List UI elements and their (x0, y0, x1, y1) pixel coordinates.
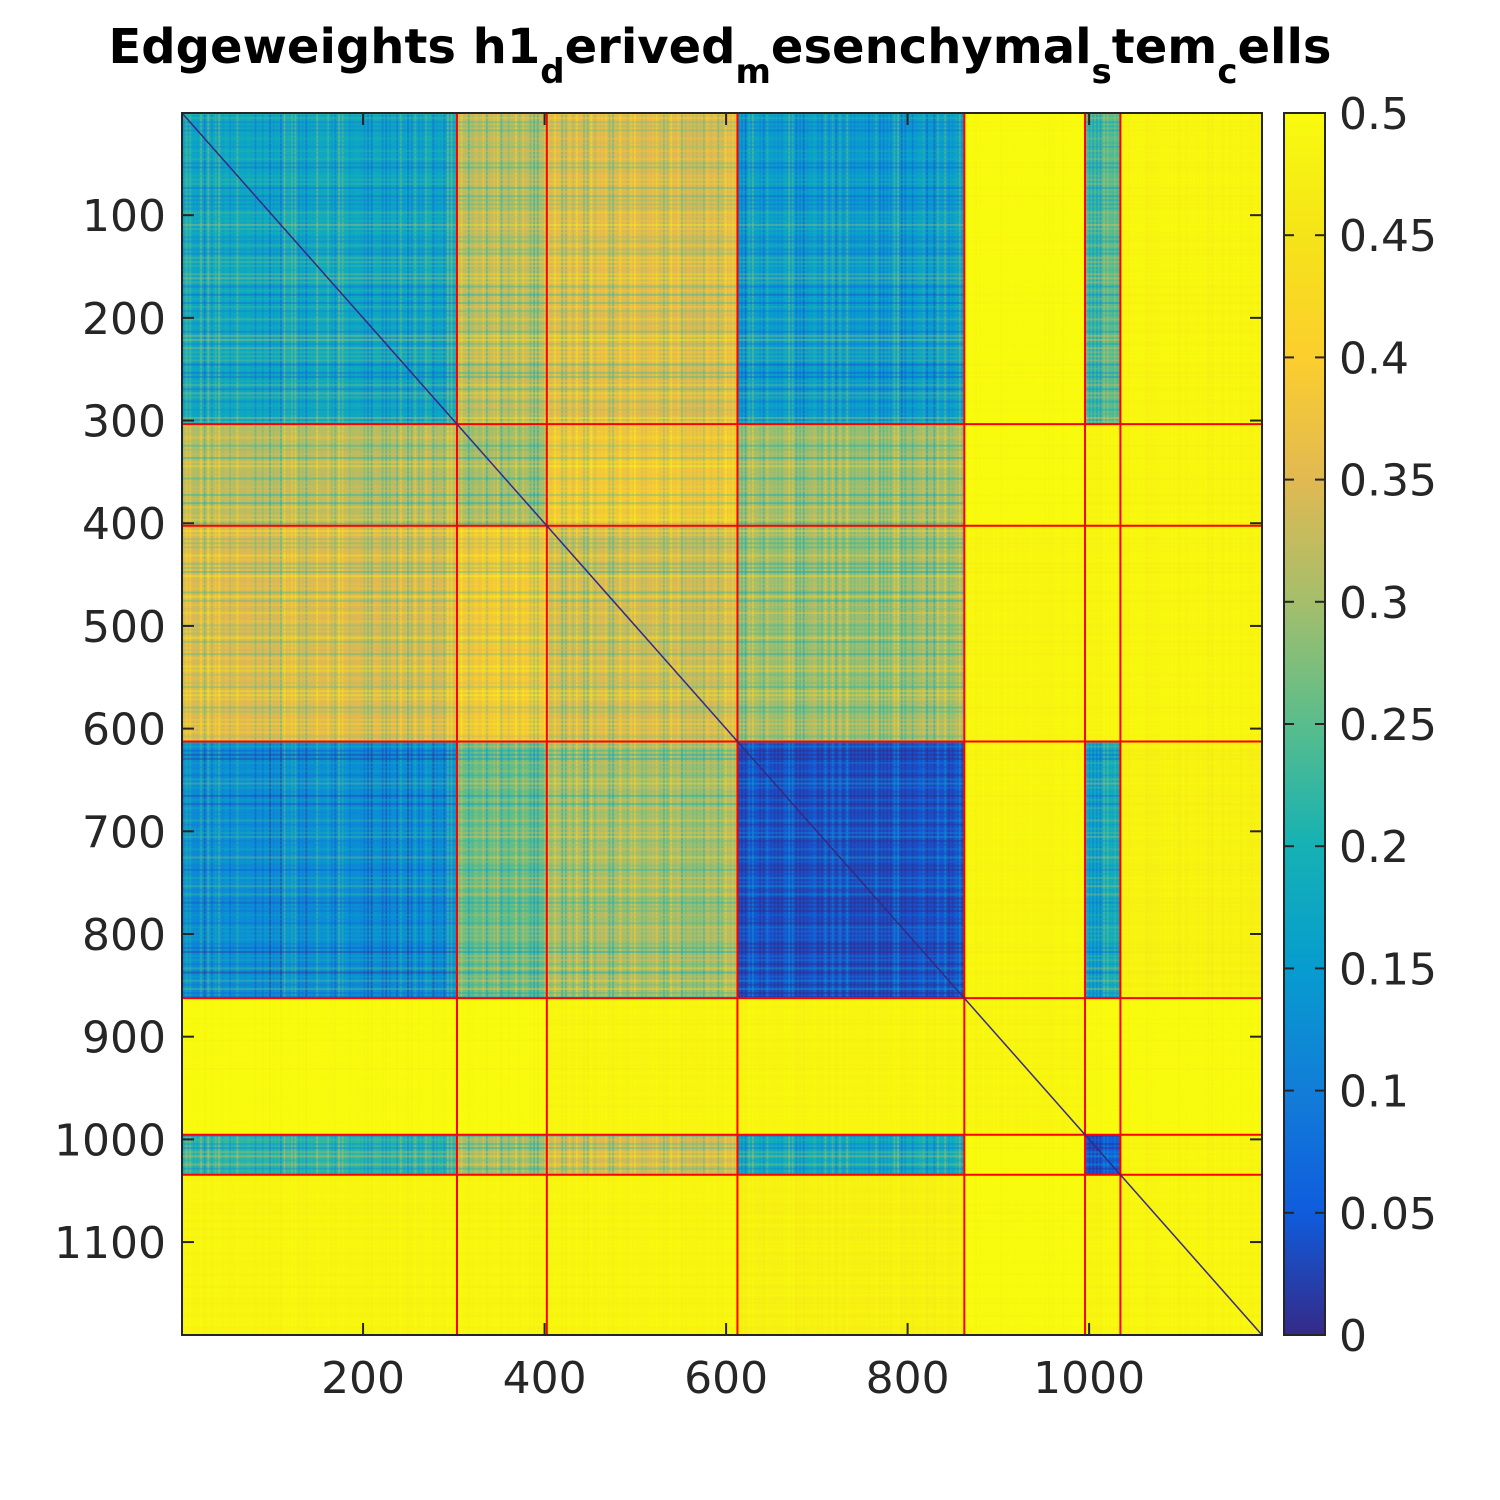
x-tick-label: 800 (866, 1353, 950, 1404)
heatmap-block (964, 525, 1086, 742)
heatmap-block (456, 1174, 547, 1335)
heatmap-block (546, 998, 738, 1135)
heatmap-block (456, 741, 547, 999)
heatmap-block (737, 525, 965, 742)
title-text: erived (564, 19, 736, 75)
heatmap-block (1085, 525, 1121, 742)
heatmap-block (546, 1174, 738, 1335)
x-tick-label: 600 (684, 1353, 768, 1404)
heatmap-block (182, 424, 457, 526)
title-text: esenchymal (770, 19, 1092, 75)
heatmap-block (546, 1134, 738, 1175)
y-tick-label: 500 (82, 602, 166, 653)
title-text: ells (1237, 19, 1332, 75)
y-tick-label: 1000 (54, 1115, 166, 1166)
heatmap-block (964, 424, 1086, 526)
x-axis: 200 400 600 800 1000 (321, 113, 1145, 1404)
y-tick-label: 900 (82, 1013, 166, 1064)
title-text: tem (1111, 19, 1218, 75)
x-tick-label: 1000 (1033, 1353, 1145, 1404)
colorbar-tick-label: 0.15 (1339, 944, 1437, 995)
heatmap-matrix (182, 113, 1262, 1335)
heatmap-block (1085, 741, 1121, 999)
heatmap-block (456, 998, 547, 1135)
matrix-diagonal (181, 112, 1263, 1336)
colorbar-tick-label: 0 (1339, 1311, 1367, 1362)
y-tick-label: 800 (82, 910, 166, 961)
title-subscript: m (735, 52, 771, 92)
heatmap-block (546, 424, 738, 526)
heatmap-block (1120, 1134, 1262, 1175)
heatmap-block (456, 424, 547, 526)
heatmap-block (1085, 998, 1121, 1135)
y-tick-label: 600 (82, 705, 166, 756)
heatmap-block (1085, 1174, 1121, 1335)
heatmap-block (737, 113, 965, 425)
heatmap-block (182, 1174, 457, 1335)
heatmap-block (546, 741, 738, 999)
heatmap-block (1120, 998, 1262, 1135)
y-tick-label: 300 (82, 397, 166, 448)
heatmap-block (182, 741, 457, 999)
heatmap-block (1120, 424, 1262, 526)
heatmap-block (737, 998, 965, 1135)
y-tick-label: 200 (82, 294, 166, 345)
heatmap-block (1085, 424, 1121, 526)
colorbar-tick-label: 0.45 (1339, 211, 1437, 262)
x-tick-label: 400 (503, 1353, 587, 1404)
colorbar-tick-label: 0.35 (1339, 456, 1437, 507)
colorbar-tick-label: 0.2 (1339, 822, 1409, 873)
heatmap-block (737, 1134, 965, 1175)
heatmap-block (1120, 525, 1262, 742)
x-tick-label: 200 (321, 1353, 405, 1404)
colorbar-tick-label: 0.25 (1339, 700, 1437, 751)
heatmap-block (737, 1174, 965, 1335)
heatmap-block (964, 1174, 1086, 1335)
heatmap-block (1085, 113, 1121, 425)
heatmap-block (546, 113, 738, 425)
y-tick-label: 700 (82, 807, 166, 858)
cluster-boundaries (182, 113, 1262, 1335)
heatmap-block (964, 741, 1086, 999)
title-subscript: s (1091, 52, 1112, 92)
heatmap-block (456, 525, 547, 742)
heatmap-block (737, 424, 965, 526)
heatmap-block (182, 525, 457, 742)
heatmap-block (1120, 113, 1262, 425)
colorbar-tick-label: 0.5 (1339, 89, 1409, 140)
colorbar-tick-label: 0.4 (1339, 333, 1409, 384)
title-subscript: d (540, 52, 565, 92)
title-text: Edgeweights h1 (108, 19, 541, 75)
colorbar-tick-label: 0.3 (1339, 578, 1409, 629)
colorbar-axis: 0 0.05 0.1 0.15 0.2 0.25 0.3 0.35 0.4 0.45 0.5 (1284, 89, 1437, 1362)
heatmap-block (456, 1134, 547, 1175)
chart-title: Edgeweights h1derivedmesenchymalstemcell… (0, 14, 1440, 89)
colorbar-tick-label: 0.1 (1339, 1067, 1409, 1118)
diagonal-line (181, 112, 1263, 1336)
y-axis: 100 200 300 400 500 600 700 800 900 1000 1100 (54, 191, 1262, 1269)
y-tick-label: 1100 (54, 1218, 166, 1269)
heatmap-block (456, 113, 547, 425)
y-tick-label: 100 (82, 191, 166, 242)
plot-frame (181, 112, 1263, 1336)
heatmap-block (964, 1134, 1086, 1175)
colorbar-tick-label: 0.05 (1339, 1189, 1437, 1240)
heatmap-block (964, 113, 1086, 425)
heatmap-block (182, 998, 457, 1135)
heatmap-block (1120, 741, 1262, 999)
heatmap-block (182, 1134, 457, 1175)
title-subscript: c (1217, 52, 1238, 92)
y-tick-label: 400 (82, 499, 166, 550)
